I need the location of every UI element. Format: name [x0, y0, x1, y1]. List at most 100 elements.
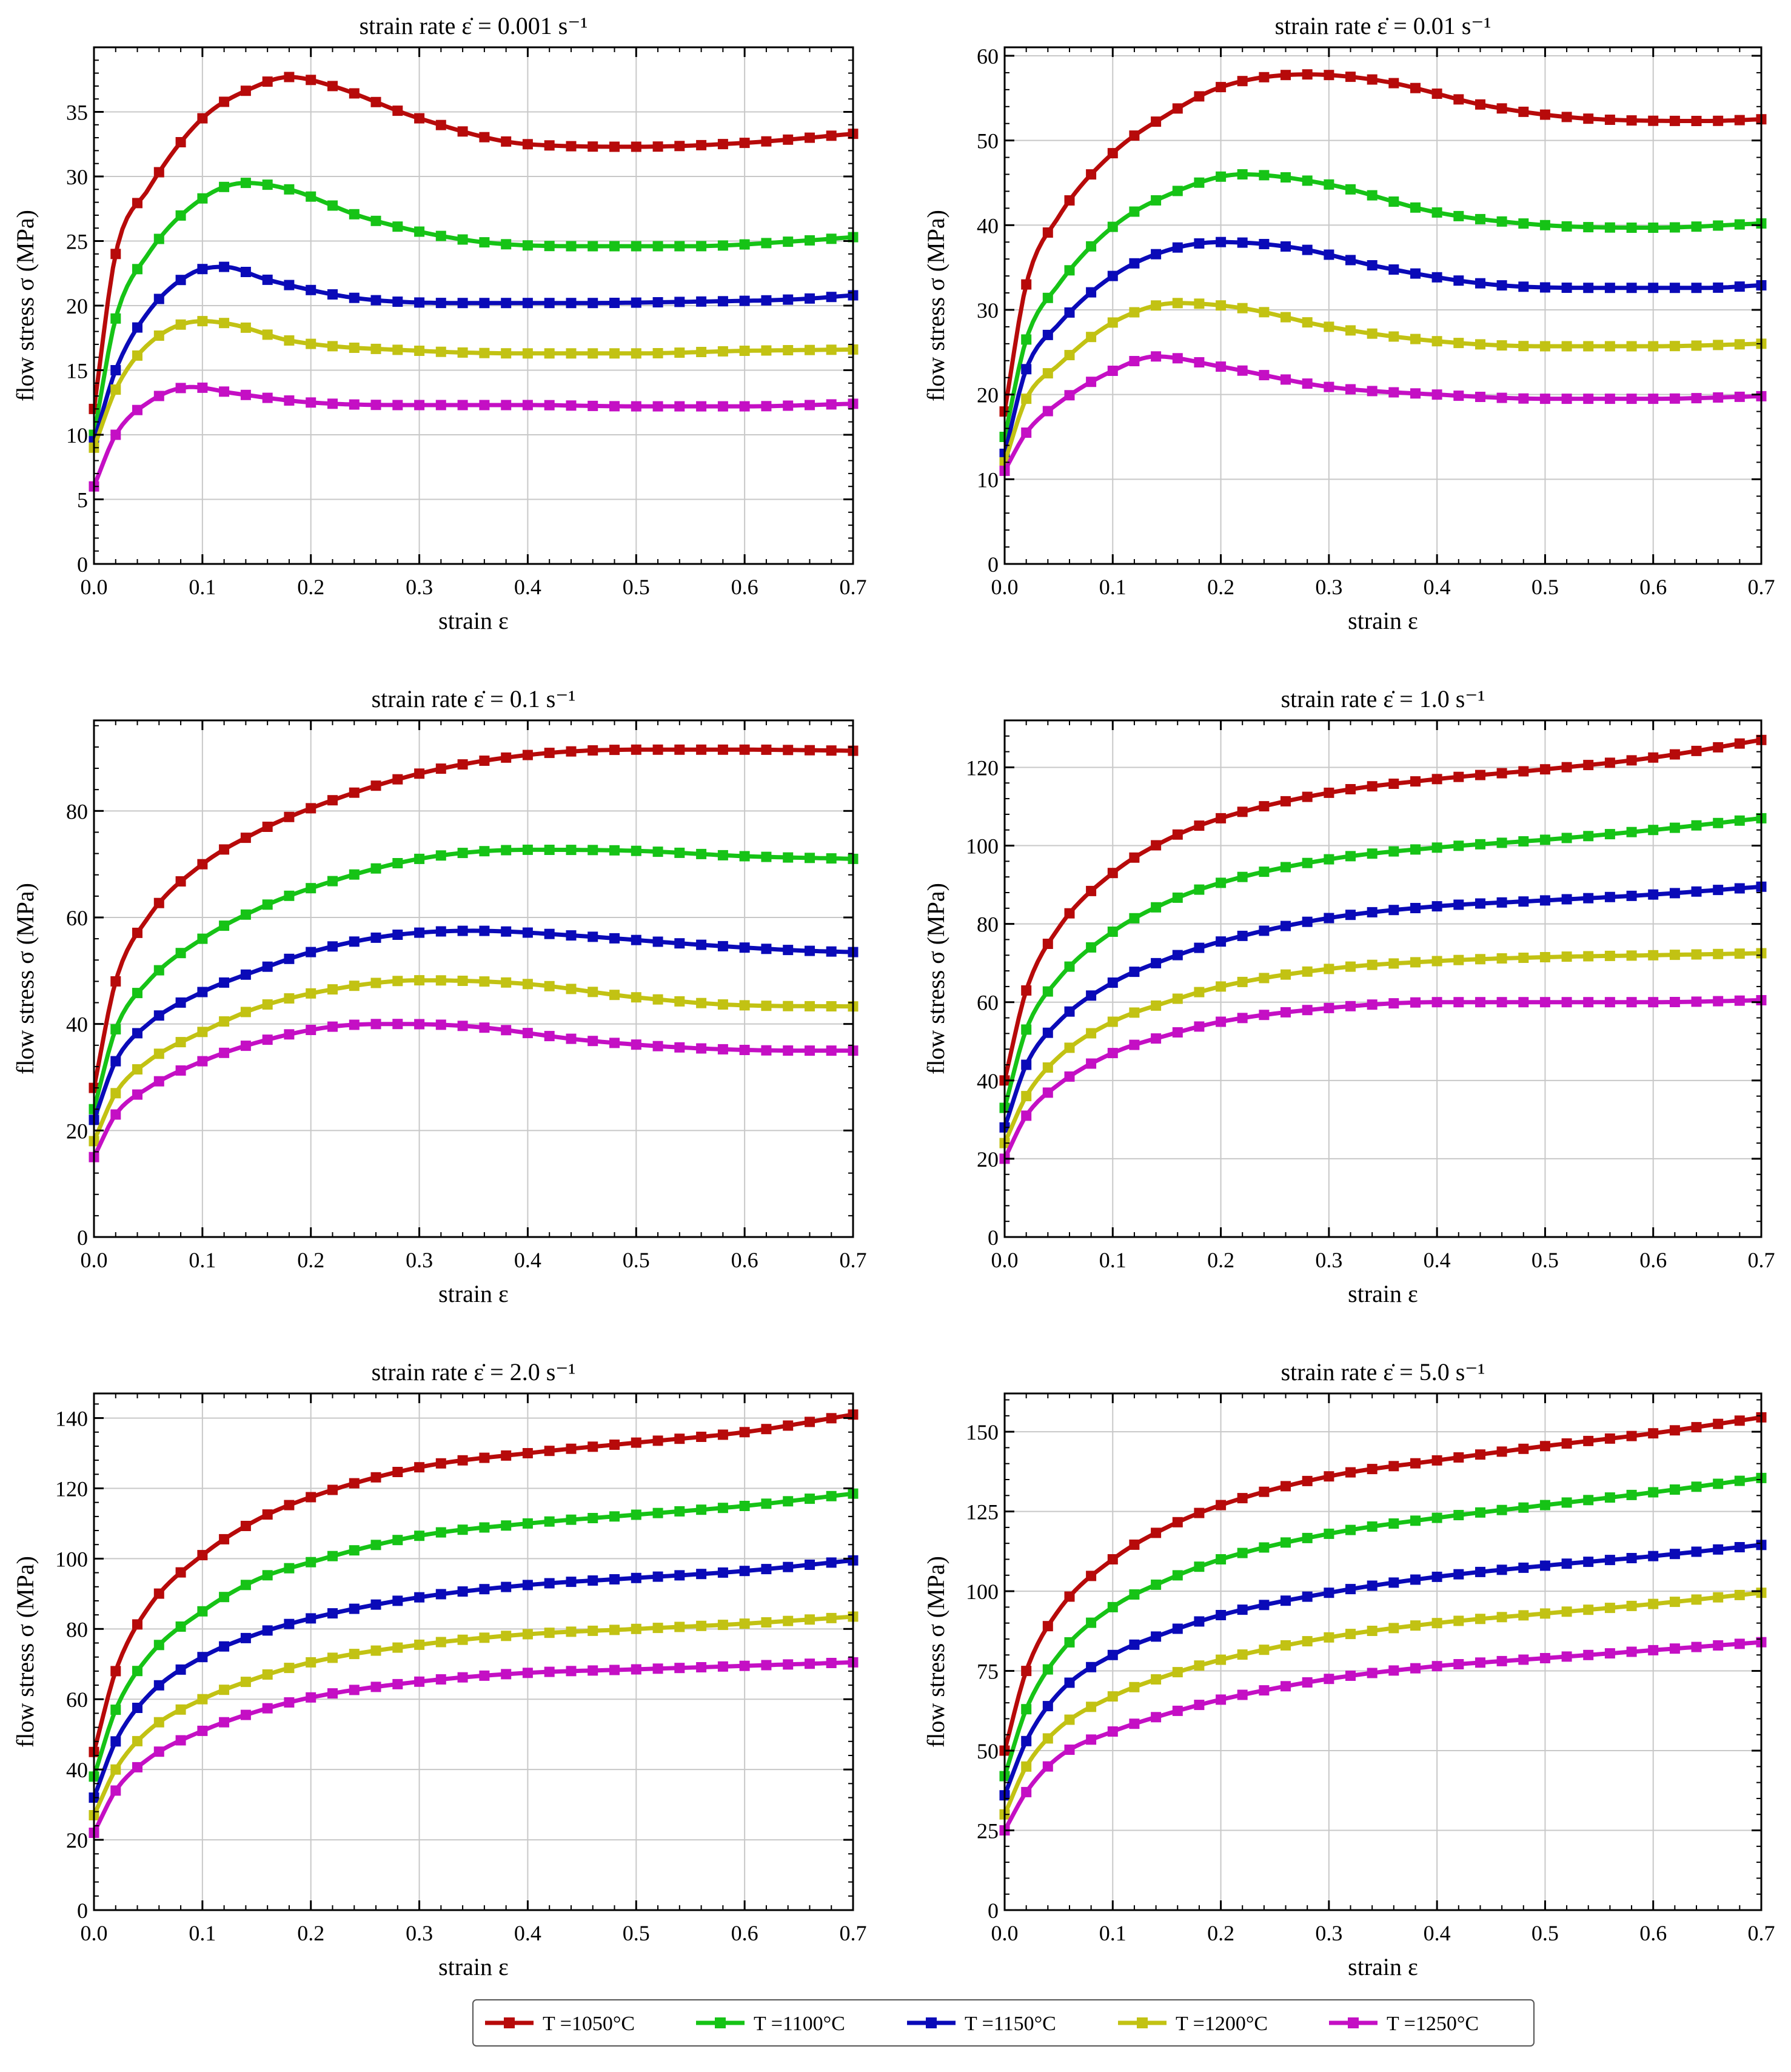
data-point [1129, 130, 1140, 141]
data-point [219, 1641, 230, 1652]
data-point [1713, 282, 1724, 293]
data-point [370, 1599, 381, 1610]
data-point [1151, 1631, 1162, 1642]
data-point [609, 241, 620, 252]
data-point [1518, 1654, 1529, 1665]
legend-marker [926, 2017, 937, 2028]
y-tick-label: 25 [977, 1819, 999, 1843]
data-point [1713, 340, 1724, 350]
data-point [132, 1703, 142, 1713]
data-point [219, 181, 230, 192]
data-point [588, 348, 598, 359]
data-point [1302, 1636, 1313, 1647]
y-tick-label: 15 [66, 359, 88, 383]
data-point [1518, 836, 1529, 847]
data-point [306, 1657, 316, 1668]
data-point [717, 296, 728, 307]
data-point [1042, 329, 1053, 340]
y-tick-label: 80 [66, 1617, 88, 1641]
data-point [175, 1735, 186, 1746]
data-point [1583, 1604, 1594, 1615]
data-point [1388, 1665, 1399, 1676]
data-point [1431, 842, 1442, 853]
data-point [1539, 764, 1550, 775]
data-point [1669, 997, 1680, 1007]
data-point [284, 1029, 295, 1040]
data-point [1324, 1674, 1334, 1685]
data-point [1259, 170, 1270, 181]
data-point [674, 1433, 685, 1444]
data-point [783, 236, 794, 247]
data-point [1561, 221, 1572, 232]
data-point [588, 141, 598, 152]
data-point [1431, 1455, 1442, 1466]
series-line-T1150 [1005, 884, 1761, 1130]
y-tick-label: 100 [55, 1547, 88, 1571]
series-markers-T1100 [999, 813, 1767, 1113]
data-point [544, 241, 555, 252]
x-tick-label: 0.7 [840, 1921, 867, 1945]
data-point [1713, 885, 1724, 896]
data-point [392, 106, 403, 116]
data-point [284, 280, 295, 290]
data-point [1713, 1418, 1724, 1429]
data-point [1021, 334, 1032, 345]
data-point [1453, 1452, 1464, 1463]
data-point [240, 267, 251, 277]
data-point [805, 293, 815, 304]
data-point [1388, 1518, 1399, 1529]
data-point [479, 298, 490, 309]
data-point [1280, 1681, 1291, 1692]
data-point [1431, 1661, 1442, 1672]
data-point [153, 293, 164, 304]
data-point [522, 240, 533, 251]
data-point [609, 348, 620, 359]
data-point [566, 1626, 577, 1637]
data-point [631, 1437, 641, 1448]
data-point [717, 1503, 728, 1514]
data-point [1237, 930, 1248, 941]
data-point [1734, 391, 1745, 402]
data-point [1431, 774, 1442, 785]
data-point [110, 313, 121, 324]
data-point [153, 1076, 164, 1087]
data-point [1713, 948, 1724, 959]
data-point [522, 1028, 533, 1039]
data-point [761, 1424, 772, 1435]
data-point [674, 938, 685, 949]
data-point [1453, 840, 1464, 851]
data-point [1042, 368, 1053, 379]
data-point [1216, 981, 1227, 992]
data-point [1172, 242, 1183, 253]
data-point [588, 1625, 598, 1636]
data-point [1345, 961, 1356, 972]
data-point [1431, 1571, 1442, 1582]
data-point [696, 347, 707, 357]
data-point [609, 1038, 620, 1048]
data-point [696, 1569, 707, 1580]
data-point [110, 1024, 121, 1034]
data-point [1237, 1604, 1248, 1615]
data-point [1713, 1478, 1724, 1489]
y-axis-label: flow stress σ (MPa) [12, 1556, 39, 1748]
data-point [826, 344, 837, 355]
data-point [262, 1034, 273, 1045]
data-point [1194, 987, 1205, 997]
data-point [1561, 762, 1572, 773]
data-point [349, 1478, 360, 1489]
data-point [457, 848, 468, 859]
data-point [1172, 298, 1183, 309]
data-point [1237, 237, 1248, 248]
data-point [197, 113, 208, 124]
data-point [1561, 341, 1572, 352]
data-point [1626, 1600, 1637, 1611]
data-point [588, 987, 598, 997]
data-point [1475, 278, 1485, 289]
data-point [153, 965, 164, 976]
data-point [327, 1551, 338, 1561]
data-point [1496, 1564, 1507, 1575]
data-point [1324, 249, 1334, 260]
data-point [197, 933, 208, 944]
data-point [739, 851, 750, 862]
data-point [566, 141, 577, 152]
